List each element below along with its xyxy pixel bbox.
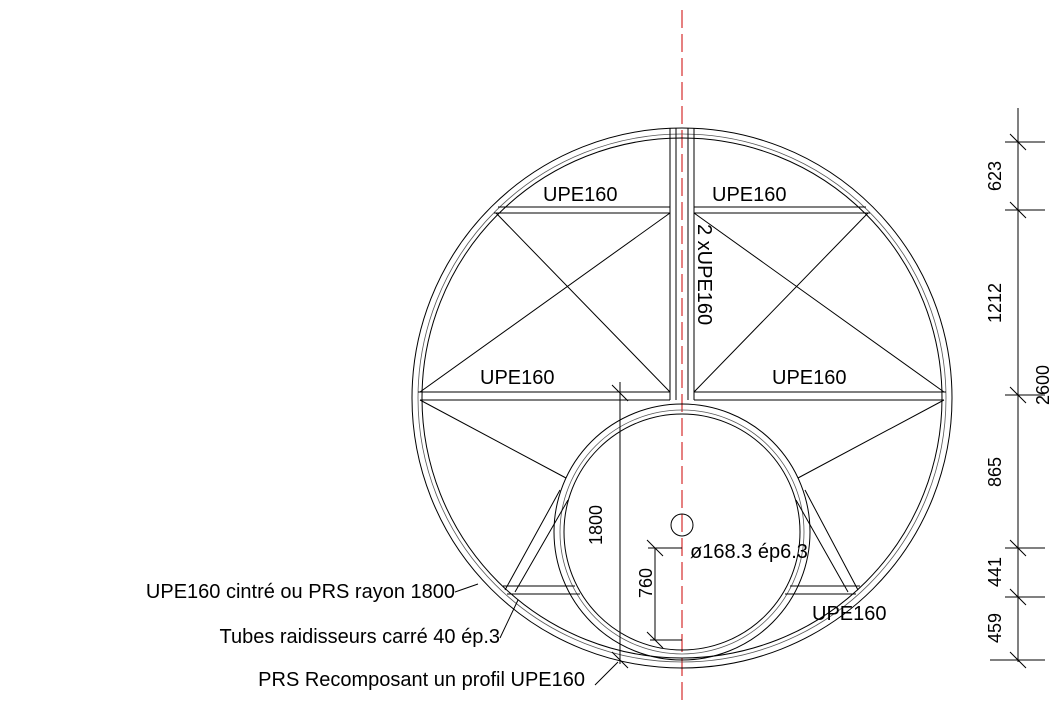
upper-bracing [419, 212, 945, 393]
tube [670, 513, 694, 537]
inner-ring [553, 403, 811, 661]
right-dims [990, 108, 1045, 662]
label: UPE160 [772, 367, 847, 389]
label: 2 xUPE160 [693, 224, 715, 325]
structure [411, 10, 953, 700]
dimension: 623 [985, 161, 1005, 191]
center-beam [669, 128, 695, 400]
leaders [454, 583, 619, 686]
inner-dims [611, 382, 682, 669]
dimension-lines [454, 108, 1045, 686]
outer-ring-inner [417, 133, 947, 663]
label: UPE160 [543, 184, 618, 206]
right-ticks [1009, 133, 1027, 669]
dimension: 1800 [586, 505, 606, 545]
lower-bracing [419, 399, 945, 593]
dimension: 760 [636, 568, 656, 598]
label: UPE160 [480, 367, 555, 389]
bottom-beams [503, 585, 860, 595]
inner-ring-2 [559, 409, 805, 655]
top-beams [494, 206, 870, 214]
label: UPE160 [712, 184, 787, 206]
inner-ring-3 [563, 413, 801, 651]
callout: Tubes raidisseurs carré 40 ép.3 [219, 626, 500, 648]
label: UPE160 [812, 603, 887, 625]
callout: UPE160 cintré ou PRS rayon 1800 [146, 581, 455, 603]
dimension: 1212 [985, 283, 1005, 323]
dimension: 459 [985, 613, 1005, 643]
callout: PRS Recomposant un profil UPE160 [258, 669, 585, 691]
dimension: 441 [985, 557, 1005, 587]
outer-ring-inner2 [421, 137, 943, 659]
dimension: 865 [985, 457, 1005, 487]
mid-beams [418, 391, 946, 401]
label: ø168.3 ép6.3 [690, 541, 808, 563]
outer-ring [411, 127, 953, 669]
dimension: 2600 [1033, 365, 1052, 405]
